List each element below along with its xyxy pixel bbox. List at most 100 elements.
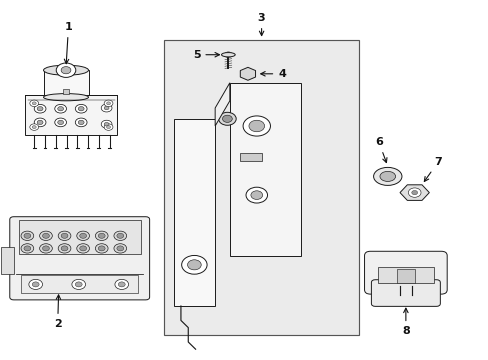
Circle shape: [80, 246, 86, 251]
Bar: [229, 83, 300, 256]
Circle shape: [411, 190, 417, 195]
Circle shape: [24, 233, 31, 238]
Circle shape: [42, 246, 49, 251]
Circle shape: [101, 104, 112, 112]
Circle shape: [114, 244, 126, 253]
Ellipse shape: [43, 65, 88, 75]
Circle shape: [56, 63, 76, 77]
Circle shape: [75, 118, 87, 127]
Circle shape: [58, 244, 71, 253]
Circle shape: [117, 246, 123, 251]
Bar: [21, 275, 138, 293]
Circle shape: [104, 100, 113, 107]
Circle shape: [30, 124, 39, 130]
Text: 1: 1: [64, 22, 72, 64]
Bar: [396, 269, 414, 283]
Polygon shape: [215, 83, 229, 126]
Circle shape: [118, 282, 125, 287]
Circle shape: [104, 124, 113, 130]
FancyBboxPatch shape: [364, 251, 446, 294]
Circle shape: [40, 231, 52, 240]
FancyBboxPatch shape: [10, 217, 149, 300]
Circle shape: [61, 233, 68, 238]
Circle shape: [55, 118, 66, 127]
Circle shape: [218, 112, 236, 125]
Circle shape: [114, 231, 126, 240]
Circle shape: [61, 246, 68, 251]
Circle shape: [117, 233, 123, 238]
Circle shape: [104, 122, 109, 126]
Circle shape: [243, 116, 270, 136]
Circle shape: [106, 126, 110, 129]
Polygon shape: [240, 67, 255, 80]
Ellipse shape: [373, 167, 401, 185]
Circle shape: [72, 279, 85, 289]
Circle shape: [95, 244, 108, 253]
Circle shape: [78, 120, 84, 125]
Circle shape: [37, 107, 43, 111]
Circle shape: [98, 233, 105, 238]
Text: 2: 2: [54, 295, 61, 329]
Circle shape: [250, 191, 262, 199]
Circle shape: [29, 279, 42, 289]
Circle shape: [115, 279, 128, 289]
Bar: [173, 119, 215, 306]
Circle shape: [187, 260, 201, 270]
Text: 8: 8: [401, 308, 409, 336]
Text: 7: 7: [424, 157, 441, 181]
Circle shape: [32, 102, 36, 105]
Circle shape: [75, 104, 87, 113]
Circle shape: [248, 120, 264, 132]
Circle shape: [21, 231, 34, 240]
Bar: [240, 153, 261, 161]
Ellipse shape: [43, 94, 88, 101]
Circle shape: [42, 233, 49, 238]
Circle shape: [58, 231, 71, 240]
Circle shape: [95, 231, 108, 240]
Circle shape: [101, 120, 112, 128]
Circle shape: [40, 244, 52, 253]
Circle shape: [224, 52, 232, 58]
Circle shape: [55, 104, 66, 113]
Bar: [43, 70, 88, 97]
Ellipse shape: [221, 53, 235, 57]
Circle shape: [226, 54, 229, 56]
Circle shape: [32, 282, 39, 287]
Circle shape: [106, 102, 110, 105]
Bar: [163, 40, 359, 335]
Bar: [62, 89, 69, 94]
Bar: [1, 247, 14, 274]
Circle shape: [222, 115, 232, 122]
Circle shape: [37, 120, 43, 125]
Text: 3: 3: [257, 13, 265, 36]
Circle shape: [104, 106, 109, 110]
Bar: [25, 95, 117, 135]
FancyBboxPatch shape: [370, 280, 439, 306]
Text: 4: 4: [260, 69, 285, 79]
Circle shape: [32, 126, 36, 129]
Circle shape: [21, 244, 34, 253]
Ellipse shape: [379, 171, 395, 181]
Circle shape: [78, 107, 84, 111]
Circle shape: [34, 118, 46, 127]
Circle shape: [61, 67, 71, 74]
Circle shape: [182, 256, 207, 274]
Circle shape: [245, 72, 249, 75]
Circle shape: [75, 282, 82, 287]
Bar: [19, 220, 141, 254]
Circle shape: [58, 120, 63, 125]
Circle shape: [24, 246, 31, 251]
Circle shape: [77, 244, 89, 253]
Text: 5: 5: [192, 50, 219, 60]
Bar: [377, 267, 433, 283]
Circle shape: [58, 107, 63, 111]
Text: 6: 6: [374, 137, 386, 163]
Circle shape: [407, 188, 420, 197]
Circle shape: [243, 71, 252, 77]
Circle shape: [30, 100, 39, 107]
Circle shape: [80, 233, 86, 238]
Polygon shape: [399, 185, 428, 201]
Circle shape: [98, 246, 105, 251]
Circle shape: [77, 231, 89, 240]
Circle shape: [245, 187, 267, 203]
